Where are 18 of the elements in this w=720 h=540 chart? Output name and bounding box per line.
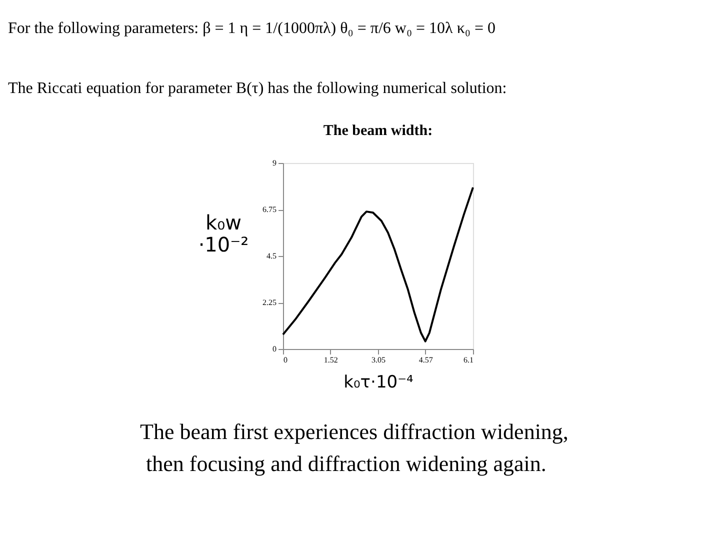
chart-title: The beam width: [323,123,433,139]
text: The Riccati equation for parameter B(τ) has the following numerical solution: [8,80,507,97]
y-tick-label: 0 [272,344,276,354]
x-tick-label: 1.52 [324,356,338,364]
x-tick-label: 3.05 [372,356,386,364]
y-tick-label: 4.5 [266,252,276,260]
x-axis-title: k₀τ·10⁻⁴ [344,372,414,392]
text: For the following parameters: β = 1 η = 1/(1000πλ) θ₀ = π/6 w₀ = 10λ κ₀ = 0 [8,20,496,37]
text: The beam first experiences diffraction widening, [140,419,568,444]
y-tick-label: 2.25 [262,298,276,307]
x-tick-label: 4.57 [418,356,433,364]
text: then focusing and diffraction widening again. [146,451,546,476]
y-axis-title: k₀w ·10⁻² [198,210,249,256]
x-tick-label: 0 [284,356,288,364]
line-series [282,186,474,342]
y-tick-label: 6.75 [262,205,276,214]
x-tick-label: 6.1 [464,356,474,364]
y-tick-label: 9 [272,158,276,168]
